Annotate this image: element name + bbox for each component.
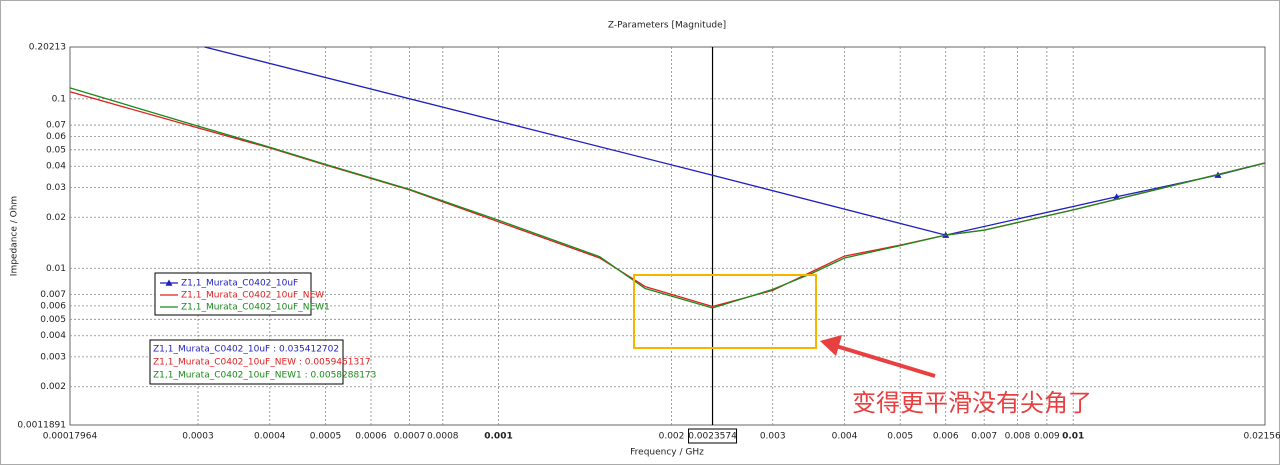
y-tick-label: 0.003 bbox=[40, 352, 66, 362]
readout-text: Z1,1_Murata_C0402_10uF : 0.035412702 bbox=[153, 345, 339, 355]
chart-title: Z-Parameters [Magnitude] bbox=[608, 21, 726, 31]
readout-box bbox=[149, 339, 344, 385]
x-tick-label: 0.009 bbox=[1034, 432, 1060, 442]
x-tick-label: 0.005 bbox=[887, 432, 913, 442]
y-tick-label: 0.02 bbox=[46, 213, 66, 223]
x-tick-label: 0.008 bbox=[1005, 432, 1031, 442]
x-tick-label: 0.003 bbox=[760, 432, 786, 442]
legend-label: Z1,1_Murata_C0402_10uF_NEW bbox=[181, 291, 324, 301]
x-tick-label: 0.0005 bbox=[310, 432, 342, 442]
y-tick-label: 0.002 bbox=[40, 382, 66, 392]
y-tick-label: 0.03 bbox=[46, 183, 66, 193]
x-tick-label: 0.004 bbox=[832, 432, 858, 442]
x-tick-label: 0.0006 bbox=[355, 432, 387, 442]
y-tick-label: 0.1 bbox=[52, 94, 66, 104]
y-tick-label: 0.20213 bbox=[29, 43, 66, 53]
x-tick-label: 0.01 bbox=[1062, 432, 1084, 442]
x-tick-label: 0.001 bbox=[484, 432, 512, 442]
readout-text: Z1,1_Murata_C0402_10uF_NEW1 : 0.00582881… bbox=[153, 371, 376, 381]
y-tick-label: 0.01 bbox=[46, 264, 66, 274]
arrow-shaft bbox=[835, 344, 936, 378]
cursor-label-box bbox=[688, 428, 738, 444]
series-marker bbox=[1113, 193, 1121, 200]
arrow-head bbox=[820, 335, 842, 356]
x-tick-label: 0.00017964 bbox=[43, 432, 98, 442]
y-tick-label: 0.07 bbox=[46, 121, 66, 131]
plot-frame bbox=[69, 46, 1266, 426]
legend-label: Z1,1_Murata_C0402_10uF_NEW1 bbox=[181, 303, 330, 313]
x-tick-label: 0.006 bbox=[933, 432, 959, 442]
y-tick-label: 0.004 bbox=[40, 331, 66, 341]
x-axis-label: Frequency / GHz bbox=[630, 448, 704, 458]
series-line bbox=[69, 87, 1266, 309]
x-tick-label: 0.0008 bbox=[427, 432, 459, 442]
x-tick-label: 0.021565 bbox=[1244, 432, 1280, 442]
x-tick-label: 0.0004 bbox=[254, 432, 286, 442]
x-tick-label: 0.007 bbox=[971, 432, 997, 442]
y-tick-label: 0.005 bbox=[40, 315, 66, 325]
y-tick-label: 0.05 bbox=[46, 145, 66, 155]
y-axis-label: Impedance / Ohm bbox=[10, 196, 20, 276]
annotation: 变得更平滑没有尖角了 bbox=[852, 389, 1092, 417]
legend-label: Z1,1_Murata_C0402_10uF bbox=[181, 279, 298, 289]
y-tick-label: 0.0011891 bbox=[17, 421, 66, 431]
x-tick-label: 0.0007 bbox=[394, 432, 426, 442]
legend-box bbox=[154, 272, 312, 316]
readout-text: Z1,1_Murata_C0402_10uF_NEW : 0.005946131… bbox=[153, 358, 371, 368]
y-tick-label: 0.006 bbox=[40, 301, 66, 311]
cursor-label: 0.0023574 bbox=[688, 432, 737, 442]
y-tick-label: 0.06 bbox=[46, 132, 66, 142]
y-tick-label: 0.007 bbox=[40, 290, 66, 300]
x-tick-label: 0.002 bbox=[659, 432, 685, 442]
x-tick-label: 0.0003 bbox=[182, 432, 214, 442]
y-tick-label: 0.04 bbox=[46, 162, 66, 172]
legend-marker bbox=[165, 279, 173, 286]
highlight-box bbox=[633, 274, 817, 349]
